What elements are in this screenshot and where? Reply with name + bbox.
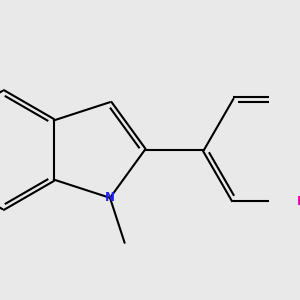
Text: N: N [105, 191, 115, 204]
Text: F: F [297, 195, 300, 208]
